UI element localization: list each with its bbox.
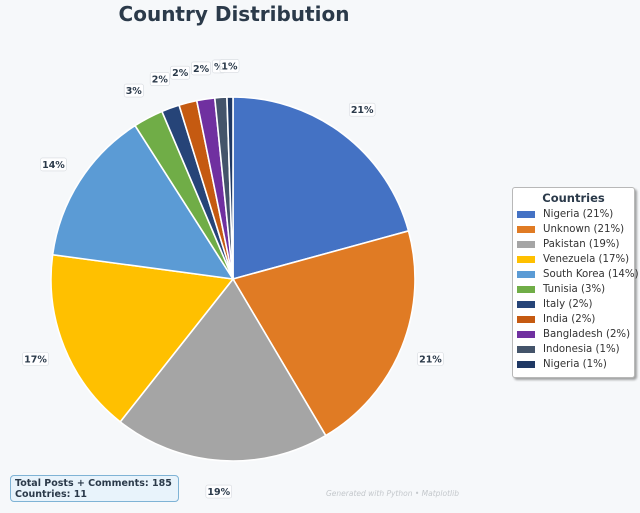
- legend-swatch: [517, 286, 535, 293]
- legend-item-7: India (2%): [513, 312, 634, 327]
- legend-label: Italy (2%): [543, 299, 593, 310]
- legend-item-1: Unknown (21%): [513, 222, 634, 237]
- legend-label: Unknown (21%): [543, 224, 625, 235]
- legend-swatch: [517, 241, 535, 248]
- legend-label: Tunisia (3%): [543, 284, 606, 295]
- pct-label-5: 3%: [123, 83, 144, 98]
- pct-label-2: 19%: [205, 484, 232, 499]
- svg-text:1%: 1%: [221, 62, 238, 73]
- legend-item-8: Bangladesh (2%): [513, 327, 634, 342]
- pie-slice-10: [226, 96, 234, 280]
- legend-label: Nigeria (1%): [543, 359, 607, 370]
- legend-label: Venezuela (17%): [543, 254, 630, 265]
- svg-text:21%: 21%: [351, 105, 374, 116]
- pct-label-4: 14%: [40, 157, 67, 172]
- legend-label: South Korea (14%): [543, 269, 639, 280]
- svg-text:21%: 21%: [419, 354, 442, 365]
- svg-text:2%: 2%: [193, 64, 210, 75]
- legend-swatch: [517, 346, 535, 353]
- legend-swatch: [517, 211, 535, 218]
- pct-label-7: 2%: [170, 65, 191, 80]
- legend-swatch: [517, 361, 535, 368]
- chart-title: Country Distribution: [118, 2, 350, 26]
- svg-text:3%: 3%: [126, 86, 143, 97]
- legend-swatch: [517, 256, 535, 263]
- legend-swatch: [517, 316, 535, 323]
- footer-note: Generated with Python • Matplotlib: [326, 489, 459, 498]
- svg-text:2%: 2%: [152, 74, 169, 85]
- legend-swatch: [517, 271, 535, 278]
- svg-text:19%: 19%: [207, 487, 230, 498]
- legend-item-2: Pakistan (19%): [513, 237, 634, 252]
- legend-label: India (2%): [543, 314, 596, 325]
- legend-item-5: Tunisia (3%): [513, 282, 634, 297]
- legend-swatch: [517, 226, 535, 233]
- pie-slice-2: [119, 277, 327, 462]
- legend-item-9: Indonesia (1%): [513, 342, 634, 357]
- pct-label-6: 2%: [149, 72, 170, 86]
- legend-label: Pakistan (19%): [543, 239, 620, 250]
- pct-label-10: 1%: [219, 59, 240, 73]
- legend-item-3: Venezuela (17%): [513, 252, 634, 267]
- pie-slice-0: [232, 96, 410, 281]
- legend-swatch: [517, 331, 535, 338]
- stats-total: Total Posts + Comments: 185: [15, 478, 172, 489]
- pie-slice-3: [50, 253, 235, 423]
- pie-slice-1: [231, 229, 416, 437]
- legend-title: Countries: [542, 191, 605, 205]
- stats-box: Total Posts + Comments: 185 Countries: 1…: [10, 475, 179, 502]
- svg-text:2%: 2%: [172, 68, 189, 79]
- legend-label: Indonesia (1%): [543, 344, 620, 355]
- stats-countries: Countries: 11: [15, 489, 87, 500]
- legend-label: Nigeria (21%): [543, 209, 614, 220]
- pie-slice-4: [51, 124, 235, 281]
- pct-label-3: 17%: [22, 352, 49, 366]
- legend-label: Bangladesh (2%): [543, 329, 631, 340]
- svg-text:%: %: [214, 62, 224, 73]
- legend-item-10: Nigeria (1%): [513, 357, 634, 372]
- legend-swatch: [517, 301, 535, 308]
- legend-item-4: South Korea (14%): [513, 267, 639, 282]
- svg-text:17%: 17%: [24, 354, 47, 365]
- pct-label-1: 21%: [417, 352, 444, 366]
- pct-label-0: 21%: [348, 102, 376, 117]
- pct-label-8: 2%: [191, 61, 211, 76]
- legend-item-6: Italy (2%): [513, 297, 634, 312]
- legend: Countries Nigeria (21%) Unknown (21%) Paki…: [512, 187, 639, 378]
- legend-item-0: Nigeria (21%): [513, 207, 634, 222]
- svg-text:14%: 14%: [42, 160, 65, 171]
